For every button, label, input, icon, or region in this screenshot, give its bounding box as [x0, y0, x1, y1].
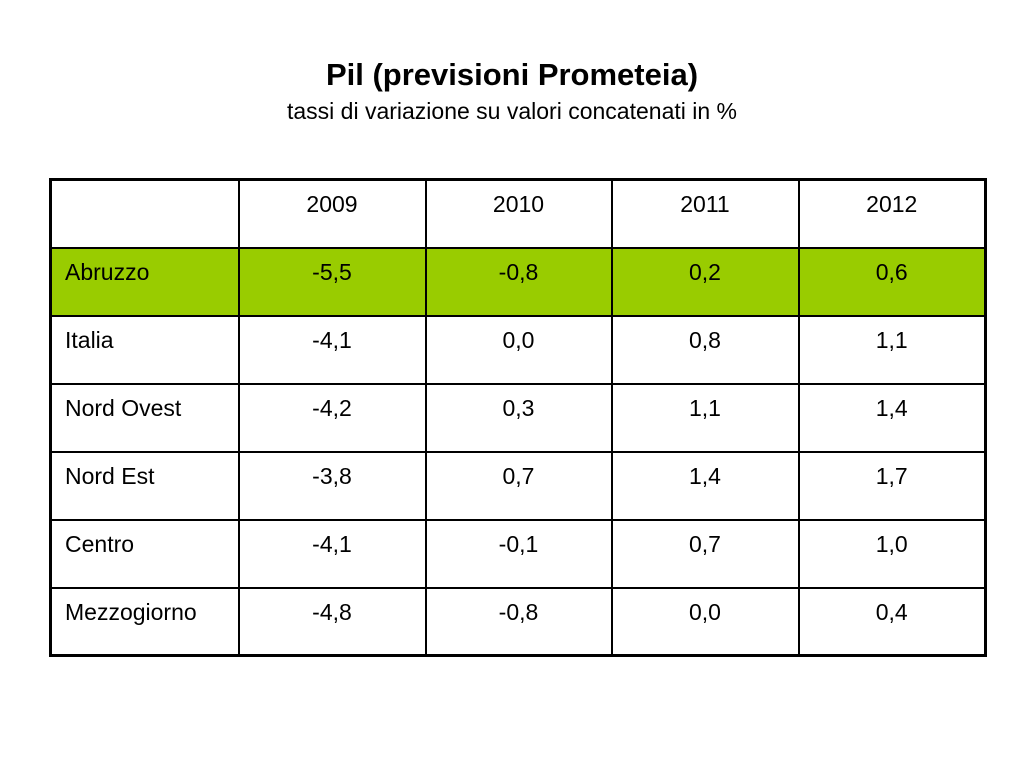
column-header: 2011	[610, 178, 800, 249]
table-cell: 1,0	[797, 518, 987, 589]
table-cell: 0,0	[610, 586, 800, 657]
table-row-abruzzo: Abruzzo -5,5 -0,8 0,2 0,6	[49, 246, 987, 317]
table-cell: 1,1	[610, 382, 800, 453]
table-cell: -3,8	[237, 450, 427, 521]
table-cell: 1,4	[797, 382, 987, 453]
table-cell: 0,3	[424, 382, 613, 453]
column-header: 2010	[424, 178, 613, 249]
table-cell: -4,1	[237, 518, 427, 589]
table-cell: -0,8	[424, 246, 613, 317]
row-label: Mezzogiorno	[49, 586, 240, 657]
column-header: 2009	[237, 178, 427, 249]
table-cell: 0,0	[424, 314, 613, 385]
table-cell: 0,7	[610, 518, 800, 589]
row-label: Italia	[49, 314, 240, 385]
table-row-centro: Centro -4,1 -0,1 0,7 1,0	[49, 518, 987, 589]
table-cell: -4,2	[237, 382, 427, 453]
table-row-nord-ovest: Nord Ovest -4,2 0,3 1,1 1,4	[49, 382, 987, 453]
table-cell: -4,8	[237, 586, 427, 657]
table-cell: 0,2	[610, 246, 800, 317]
table-cell: -4,1	[237, 314, 427, 385]
slide-title: Pil (previsioni Prometeia)	[325, 57, 699, 92]
table-cell: 0,6	[797, 246, 987, 317]
table-cell: -5,5	[237, 246, 427, 317]
table-cell: -0,8	[424, 586, 613, 657]
row-label: Abruzzo	[49, 246, 240, 317]
row-label: Nord Ovest	[49, 382, 240, 453]
table-cell: 1,7	[797, 450, 987, 521]
table-corner-cell	[49, 178, 240, 249]
row-label: Nord Est	[49, 450, 240, 521]
table-cell: 0,7	[424, 450, 613, 521]
table-cell: 0,4	[797, 586, 987, 657]
table-row-italia: Italia -4,1 0,0 0,8 1,1	[49, 314, 987, 385]
table-row-nord-est: Nord Est -3,8 0,7 1,4 1,7	[49, 450, 987, 521]
table-cell: 1,1	[797, 314, 987, 385]
gdp-forecast-table: 2009 2010 2011 2012 Abruzzo -5,5 -0,8 0,…	[49, 178, 987, 657]
slide-subtitle: tassi di variazione su valori concatenat…	[286, 98, 737, 124]
title-block: Pil (previsioni Prometeia) tassi di vari…	[0, 56, 1024, 126]
column-header: 2012	[797, 178, 987, 249]
table-cell: 1,4	[610, 450, 800, 521]
table-header-row: 2009 2010 2011 2012	[49, 178, 987, 249]
table-cell: 0,8	[610, 314, 800, 385]
table-row-mezzogiorno: Mezzogiorno -4,8 -0,8 0,0 0,4	[49, 586, 987, 657]
row-label: Centro	[49, 518, 240, 589]
table-cell: -0,1	[424, 518, 613, 589]
